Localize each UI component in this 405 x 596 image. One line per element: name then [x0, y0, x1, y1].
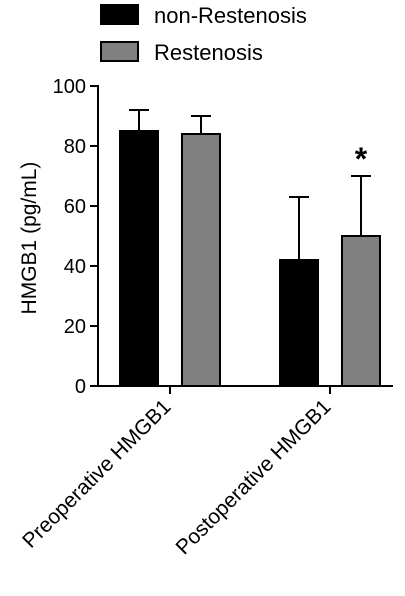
legend-label-restenosis: Restenosis [154, 40, 263, 65]
bar-non-restenosis [119, 130, 159, 387]
bar-non-restenosis [279, 259, 319, 387]
bar-restenosis [181, 133, 221, 387]
x-tick-label: Preoperative HMGB1 [18, 395, 175, 552]
y-axis: 0 20 40 60 80 100 [53, 76, 99, 398]
legend-label-non-restenosis: non-Restenosis [154, 3, 307, 28]
legend-swatch-non-restenosis [100, 4, 139, 25]
y-tick-label: 100 [53, 76, 86, 98]
y-tick-label: 60 [64, 196, 86, 218]
legend-swatch-restenosis [100, 41, 139, 62]
significance-marker: * [355, 141, 368, 177]
y-tick-label: 80 [64, 136, 86, 158]
x-tick-label: Postoperative HMGB1 [172, 395, 336, 559]
y-tick-label: 20 [64, 316, 86, 338]
bars: * [119, 109, 381, 387]
y-tick-label: 0 [75, 376, 86, 398]
y-axis-label: HMGB1 (pg/mL) [18, 162, 41, 315]
legend: non-Restenosis Restenosis [100, 3, 307, 65]
y-tick-label: 40 [64, 256, 86, 278]
bar-restenosis [341, 235, 381, 387]
